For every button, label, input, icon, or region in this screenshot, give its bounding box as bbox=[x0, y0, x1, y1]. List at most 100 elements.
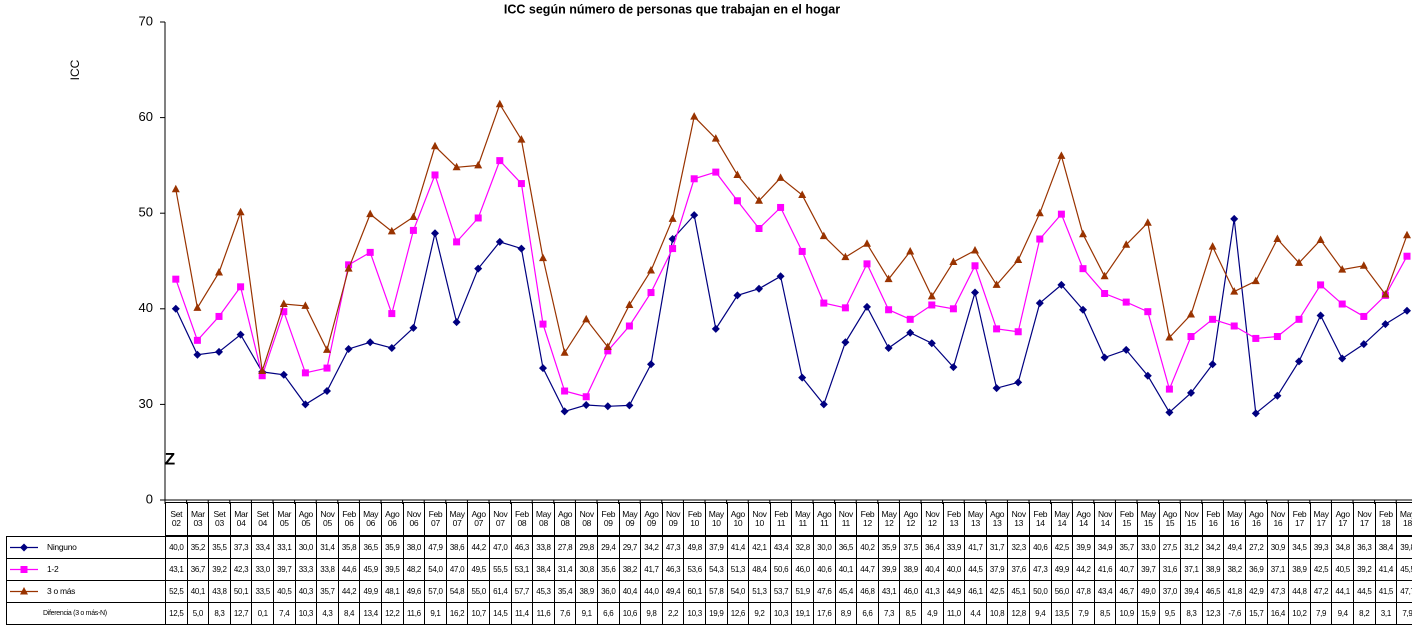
legend-marker bbox=[20, 566, 28, 573]
series-line bbox=[175, 159, 1408, 398]
marker bbox=[236, 330, 245, 339]
marker bbox=[1273, 391, 1282, 400]
y-tick-label: 30 bbox=[139, 396, 153, 411]
marker bbox=[517, 180, 525, 188]
marker bbox=[647, 360, 655, 369]
marker bbox=[819, 231, 828, 240]
marker bbox=[1143, 218, 1152, 226]
marker bbox=[495, 99, 504, 108]
marker bbox=[539, 364, 547, 373]
marker bbox=[1035, 208, 1044, 217]
marker bbox=[776, 272, 785, 281]
marker bbox=[496, 157, 504, 165]
series-line bbox=[175, 213, 1408, 415]
marker bbox=[1165, 385, 1173, 393]
marker bbox=[1143, 371, 1152, 380]
marker bbox=[863, 302, 871, 311]
marker bbox=[1403, 252, 1411, 260]
marker bbox=[236, 207, 245, 216]
marker bbox=[539, 253, 547, 262]
marker bbox=[927, 339, 936, 348]
marker bbox=[668, 214, 677, 222]
marker bbox=[863, 260, 871, 268]
marker bbox=[387, 226, 396, 235]
marker bbox=[971, 288, 979, 297]
marker bbox=[172, 275, 180, 283]
marker bbox=[323, 364, 331, 372]
marker bbox=[625, 322, 633, 330]
marker bbox=[258, 366, 267, 374]
marker bbox=[949, 305, 957, 313]
marker bbox=[1252, 334, 1260, 342]
y-tick-label: 40 bbox=[139, 300, 153, 315]
marker bbox=[431, 141, 439, 150]
marker bbox=[1057, 210, 1065, 218]
marker bbox=[431, 229, 439, 238]
marker bbox=[733, 197, 741, 205]
marker bbox=[474, 160, 483, 169]
marker bbox=[949, 257, 958, 265]
marker bbox=[495, 237, 504, 246]
marker bbox=[560, 348, 569, 356]
marker bbox=[733, 170, 742, 178]
marker bbox=[971, 262, 979, 270]
marker bbox=[1187, 310, 1195, 318]
marker bbox=[301, 301, 310, 309]
marker bbox=[582, 401, 591, 410]
marker bbox=[344, 344, 353, 353]
marker bbox=[1100, 271, 1109, 280]
marker bbox=[279, 370, 288, 379]
marker bbox=[798, 373, 807, 382]
marker bbox=[1208, 242, 1217, 250]
marker bbox=[1036, 235, 1044, 243]
marker bbox=[1230, 287, 1239, 295]
marker bbox=[884, 274, 893, 283]
marker bbox=[193, 350, 202, 359]
marker bbox=[992, 384, 1001, 393]
table-value: 7,9 bbox=[1396, 602, 1412, 625]
marker bbox=[193, 336, 201, 344]
marker bbox=[1403, 306, 1411, 315]
marker bbox=[1014, 328, 1022, 336]
marker bbox=[1079, 265, 1087, 273]
marker bbox=[193, 303, 202, 311]
marker bbox=[237, 283, 245, 291]
y-tick-label: 60 bbox=[139, 109, 153, 124]
marker bbox=[690, 175, 698, 183]
marker bbox=[993, 325, 1001, 333]
series-line bbox=[175, 102, 1408, 372]
marker bbox=[1338, 300, 1346, 308]
marker bbox=[1100, 353, 1109, 362]
marker bbox=[1360, 312, 1368, 320]
marker bbox=[1144, 308, 1152, 316]
marker bbox=[906, 315, 914, 323]
marker bbox=[215, 312, 223, 320]
marker bbox=[992, 280, 1001, 288]
legend-marker bbox=[20, 543, 28, 552]
marker bbox=[906, 328, 915, 337]
y-tick-label: 0 bbox=[146, 491, 153, 506]
chart-title: ICC según número de personas que trabaja… bbox=[504, 2, 840, 16]
marker bbox=[1122, 298, 1130, 306]
marker bbox=[1122, 345, 1131, 354]
marker bbox=[366, 209, 375, 218]
marker bbox=[1359, 340, 1368, 349]
marker bbox=[280, 308, 288, 316]
marker bbox=[561, 387, 569, 395]
marker bbox=[1035, 299, 1044, 308]
marker bbox=[453, 238, 461, 246]
marker bbox=[323, 345, 331, 353]
marker bbox=[1316, 311, 1325, 320]
marker bbox=[301, 400, 310, 409]
marker bbox=[539, 320, 547, 328]
marker bbox=[1230, 322, 1238, 330]
marker bbox=[215, 347, 223, 356]
marker bbox=[755, 224, 763, 232]
marker bbox=[1209, 315, 1217, 323]
marker bbox=[1057, 280, 1066, 289]
marker bbox=[474, 214, 482, 222]
marker bbox=[1338, 354, 1347, 363]
marker bbox=[841, 338, 850, 347]
